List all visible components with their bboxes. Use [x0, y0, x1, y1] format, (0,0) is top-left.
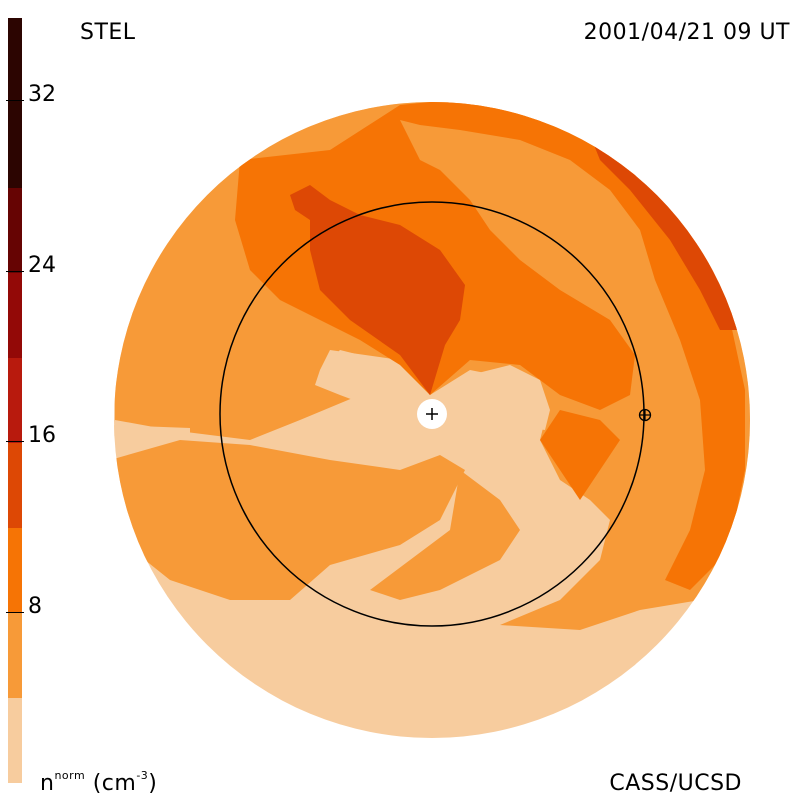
colorbar-segment	[8, 443, 22, 528]
unit-superscript: norm	[54, 769, 86, 782]
density-region	[114, 425, 190, 438]
colorbar-tick	[6, 271, 24, 272]
colorbar-tick	[6, 100, 24, 101]
colorbar-unit-label: nnorm (cm-3)	[40, 769, 158, 796]
colorbar-tick-label: 32	[28, 82, 56, 107]
colorbar	[8, 18, 22, 783]
colorbar-tick-label: 24	[28, 253, 56, 278]
density-region	[445, 365, 550, 430]
earth-orbit-circle	[219, 201, 645, 627]
colorbar-segment	[8, 18, 22, 188]
sun-marker	[417, 399, 447, 429]
colorbar-tick	[6, 612, 24, 613]
density-region	[540, 410, 620, 500]
datetime-label: 2001/04/21 09 UT	[583, 20, 790, 45]
colorbar-segment	[8, 273, 22, 358]
density-region	[370, 470, 520, 600]
unit-close: )	[148, 771, 158, 796]
unit-base: n	[40, 771, 55, 796]
credit-label: CASS/UCSD	[609, 771, 742, 796]
colorbar-segment	[8, 698, 22, 783]
observatory-label: STEL	[80, 20, 136, 45]
colorbar-segment	[8, 358, 22, 443]
density-region	[114, 440, 465, 600]
colorbar-tick-label: 16	[28, 423, 56, 448]
colorbar-segment	[8, 188, 22, 273]
density-region	[290, 185, 465, 395]
unit-exponent: -3	[136, 769, 149, 782]
colorbar-segment	[8, 613, 22, 698]
earth-symbol-icon	[638, 408, 652, 422]
colorbar-tick	[6, 441, 24, 442]
unit-paren: (cm	[92, 771, 137, 796]
density-region	[315, 350, 425, 418]
density-region	[590, 135, 740, 330]
colorbar-tick-label: 8	[28, 594, 42, 619]
